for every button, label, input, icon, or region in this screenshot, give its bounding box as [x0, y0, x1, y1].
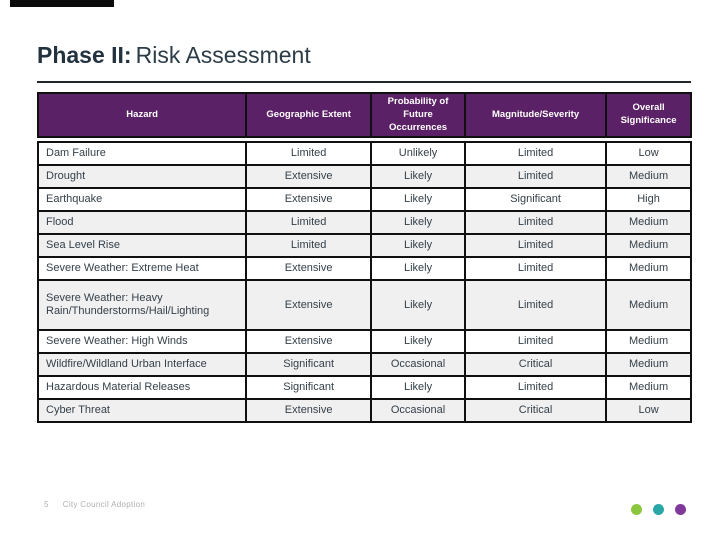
- footer-text: City Council Adoption: [62, 500, 146, 509]
- geographic-extent-cell: Extensive: [245, 256, 373, 282]
- probability-cell: Unlikely: [370, 141, 467, 167]
- significance-cell: Medium: [605, 164, 692, 190]
- geographic-extent-cell: Significant: [245, 352, 373, 378]
- hazard-cell: Earthquake: [36, 187, 248, 213]
- hazard-cell: Severe Weather: Extreme Heat: [36, 256, 248, 282]
- table-body: Dam Failure Limited Unlikely Limited Low Drou…: [36, 141, 692, 424]
- hazard-cell: Dam Failure: [36, 141, 248, 167]
- geographic-extent-cell: Extensive: [245, 329, 373, 355]
- geographic-extent-cell: Limited: [245, 233, 373, 259]
- magnitude-cell: Limited: [464, 329, 608, 355]
- top-left-bar: [10, 0, 114, 7]
- purple-dot: [675, 504, 686, 515]
- geographic-extent-cell: Extensive: [245, 398, 373, 424]
- column-header: Probability of Future Occurrences: [370, 91, 467, 139]
- probability-cell: Likely: [370, 375, 467, 401]
- geographic-extent-cell: Limited: [245, 210, 373, 236]
- title-phase-label: Phase II:: [37, 42, 132, 68]
- hazard-cell: Cyber Threat: [36, 398, 248, 424]
- hazard-cell: Flood: [36, 210, 248, 236]
- probability-cell: Likely: [370, 187, 467, 213]
- footer-dots: [631, 502, 697, 520]
- table-row: Wildfire/Wildland Urban Interface Signifi…: [36, 352, 692, 378]
- significance-cell: Low: [605, 141, 692, 167]
- hazard-cell: Severe Weather: Heavy Rain/Thunderstorms…: [36, 279, 248, 332]
- table-header-row: Hazard Geographic Extent Probability of Fu…: [36, 91, 692, 139]
- table-row: Severe Weather: Heavy Rain/Thunderstorms…: [36, 279, 692, 332]
- hazard-cell: Drought: [36, 164, 248, 190]
- magnitude-cell: Limited: [464, 210, 608, 236]
- table-row: Sea Level Rise Limited Likely Limited Medium: [36, 233, 692, 259]
- magnitude-cell: Limited: [464, 375, 608, 401]
- hazard-cell: Wildfire/Wildland Urban Interface: [36, 352, 248, 378]
- probability-cell: Likely: [370, 233, 467, 259]
- table-header: Hazard Geographic Extent Probability of Fu…: [36, 91, 692, 139]
- geographic-extent-cell: Limited: [245, 141, 373, 167]
- significance-cell: Medium: [605, 233, 692, 259]
- green-dot: [631, 504, 642, 515]
- significance-cell: Medium: [605, 256, 692, 282]
- hazard-cell: Severe Weather: High Winds: [36, 329, 248, 355]
- probability-cell: Likely: [370, 329, 467, 355]
- hazard-cell: Hazardous Material Releases: [36, 375, 248, 401]
- magnitude-cell: Limited: [464, 279, 608, 332]
- significance-cell: Medium: [605, 329, 692, 355]
- table-row: Dam Failure Limited Unlikely Limited Low: [36, 141, 692, 167]
- table-body-table: Dam Failure Limited Unlikely Limited Low Drou…: [36, 141, 692, 424]
- title-rest-label: Risk Assessment: [135, 42, 311, 68]
- geographic-extent-cell: Significant: [245, 375, 373, 401]
- table-row: Flood Limited Likely Limited Medium: [36, 210, 692, 236]
- table-row: Cyber Threat Extensive Occasional Critical L…: [36, 398, 692, 424]
- probability-cell: Occasional: [370, 352, 467, 378]
- significance-cell: Medium: [605, 375, 692, 401]
- magnitude-cell: Limited: [464, 256, 608, 282]
- page-number: 5: [44, 500, 49, 509]
- probability-cell: Likely: [370, 279, 467, 332]
- column-header: Magnitude/Severity: [464, 91, 608, 139]
- column-header: Hazard: [36, 91, 248, 139]
- geographic-extent-cell: Extensive: [245, 164, 373, 190]
- page-title: Phase II: Risk Assessment: [37, 42, 311, 69]
- geographic-extent-cell: Extensive: [245, 279, 373, 332]
- significance-cell: Medium: [605, 210, 692, 236]
- probability-cell: Occasional: [370, 398, 467, 424]
- probability-cell: Likely: [370, 256, 467, 282]
- significance-cell: Medium: [605, 352, 692, 378]
- title-underline: [37, 81, 691, 83]
- risk-assessment-table: Hazard Geographic Extent Probability of Fu…: [36, 91, 692, 424]
- magnitude-cell: Limited: [464, 164, 608, 190]
- magnitude-cell: Critical: [464, 398, 608, 424]
- slide-footer: 5 City Council Adoption: [44, 500, 145, 509]
- geographic-extent-cell: Extensive: [245, 187, 373, 213]
- teal-dot: [653, 504, 664, 515]
- significance-cell: High: [605, 187, 692, 213]
- probability-cell: Likely: [370, 210, 467, 236]
- table-row: Hazardous Material Releases Significant Li…: [36, 375, 692, 401]
- column-header: Geographic Extent: [245, 91, 373, 139]
- table-row: Severe Weather: Extreme Heat Extensive Lik…: [36, 256, 692, 282]
- table-row: Earthquake Extensive Likely Significant High: [36, 187, 692, 213]
- significance-cell: Medium: [605, 279, 692, 332]
- table-row: Drought Extensive Likely Limited Medium: [36, 164, 692, 190]
- table-row: Severe Weather: High Winds Extensive Likel…: [36, 329, 692, 355]
- probability-cell: Likely: [370, 164, 467, 190]
- magnitude-cell: Significant: [464, 187, 608, 213]
- significance-cell: Low: [605, 398, 692, 424]
- magnitude-cell: Limited: [464, 233, 608, 259]
- magnitude-cell: Critical: [464, 352, 608, 378]
- magnitude-cell: Limited: [464, 141, 608, 167]
- hazard-cell: Sea Level Rise: [36, 233, 248, 259]
- column-header: Overall Significance: [605, 91, 692, 139]
